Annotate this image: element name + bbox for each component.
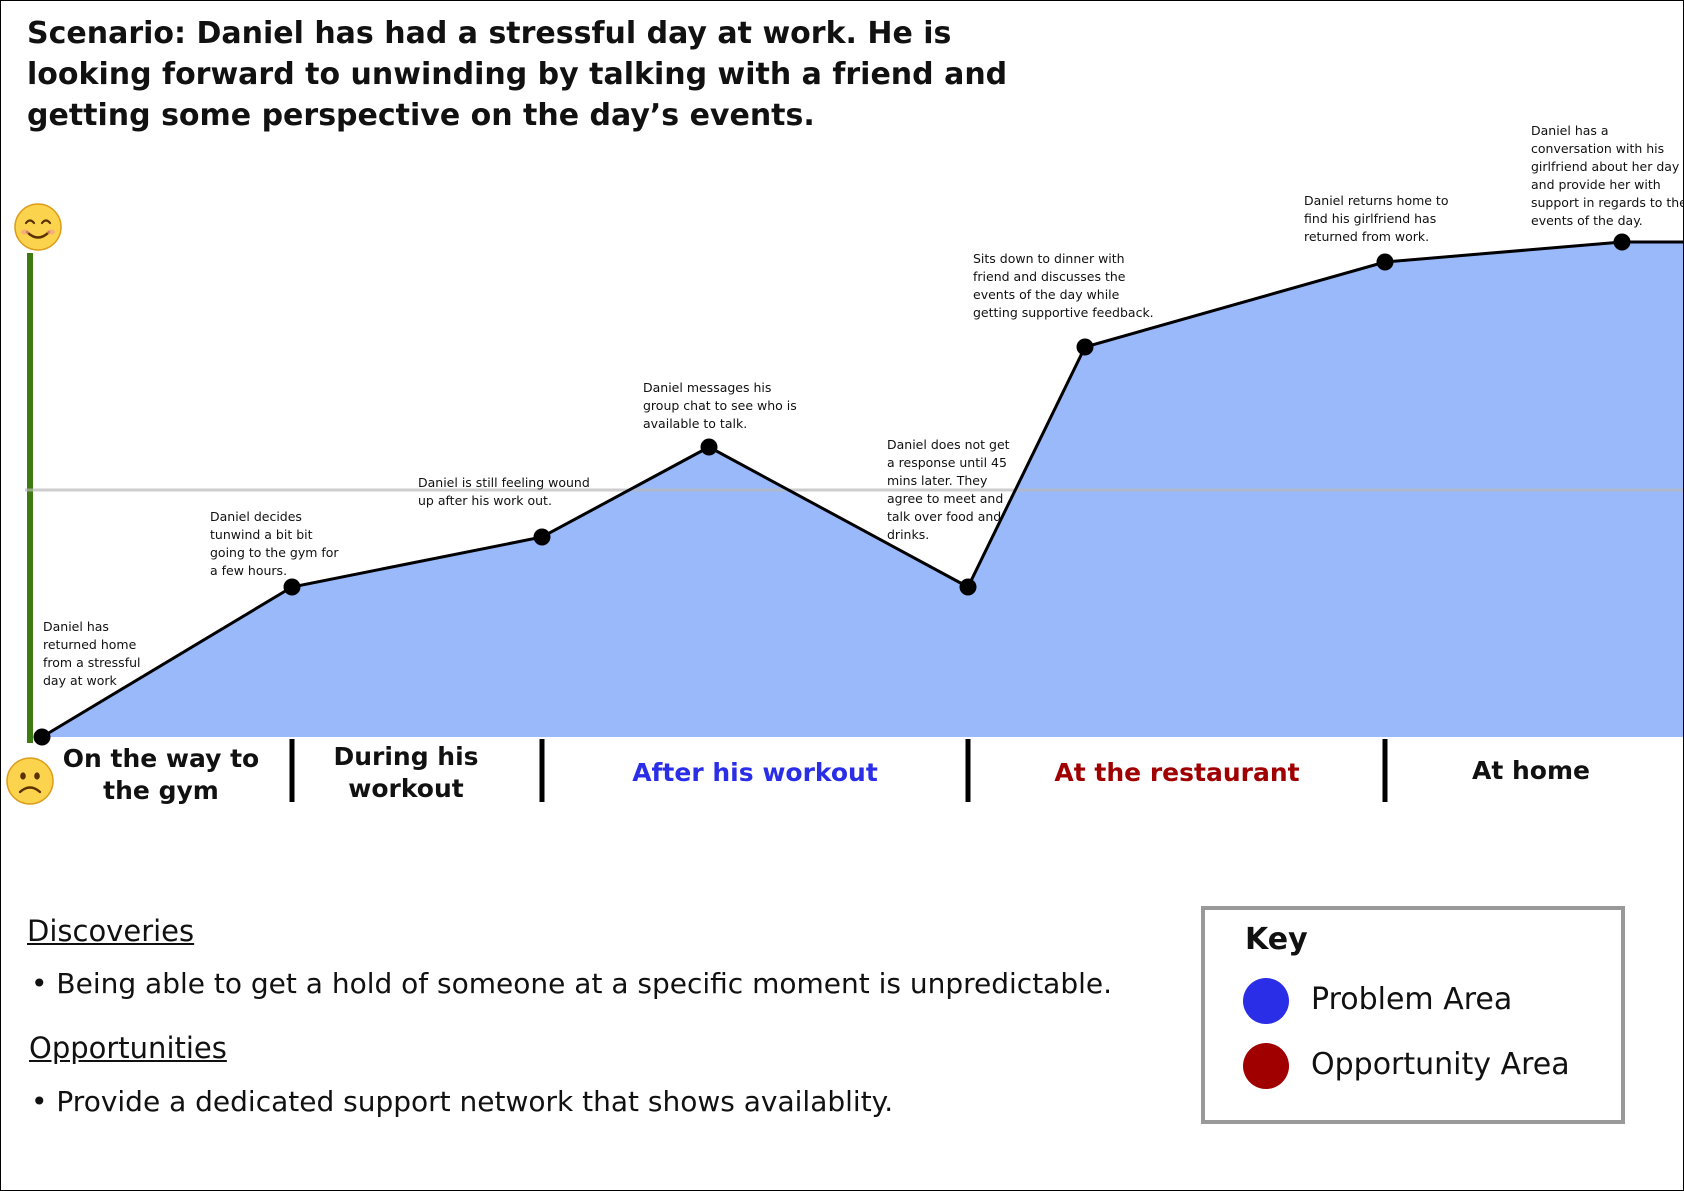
caption-line: Daniel has [43,619,109,634]
stage-label-line: On the way to [62,744,260,773]
caption-line: getting supportive feedback. [973,305,1154,320]
caption-line: going to the gym for [210,545,339,560]
journey-caption-5: Daniel does not get a response until 45 mi… [887,437,1010,542]
journey-captions: Daniel has returned home from a stressful d… [43,123,1684,688]
stage-dividers [289,739,1388,802]
journey-point-8 [1613,233,1631,251]
journey-point-2 [283,578,301,596]
caption-line: returned home [43,637,137,652]
journey-point-3 [533,528,551,546]
caption-line: returned from work. [1304,229,1429,244]
opportunity-item: • Provide a dedicated support network th… [31,1085,894,1118]
caption-line: tunwind a bit bit [210,527,313,542]
caption-line: up after his work out. [418,493,552,508]
stage-label-3: After his workout [543,757,967,789]
problem-area-label: Problem Area [1311,982,1513,1017]
journey-caption-3: Daniel is still feeling wound up after hi… [418,475,590,508]
caption-line: events of the day. [1531,213,1643,228]
caption-line: Daniel decides [210,509,302,524]
discoveries-title: Discoveries [27,914,195,948]
stage-label-line: the gym [103,776,219,805]
caption-line: and provide her with [1531,177,1661,192]
caption-line: find his girlfriend has [1304,211,1436,226]
scenario-text: Scenario: Daniel has had a stressful day… [27,16,1008,133]
journey-point-1 [33,728,51,746]
journey-caption-7: Daniel returns home to find his girlfrien… [1304,193,1448,244]
journey-caption-8: Daniel has a conversation with his girlfri… [1531,123,1684,228]
caption-line: group chat to see who is [643,398,797,413]
caption-line: conversation with his [1531,141,1664,156]
problem-area-swatch [1243,978,1289,1024]
key-legend: Key Problem Area Opportunity Area [1201,906,1625,1124]
journey-points [33,233,1631,746]
caption-line: a few hours. [210,563,287,578]
caption-line: day at work [43,673,118,688]
journey-point-4 [700,438,718,456]
opportunity-area-label: Opportunity Area [1311,1047,1570,1082]
caption-line: Daniel has a [1531,123,1609,138]
journey-caption-6: Sits down to dinner with friend and discu… [973,251,1154,320]
stage-label-line: At home [1472,756,1590,785]
caption-line: Daniel messages his [643,380,771,395]
journey-point-7 [1376,253,1394,271]
caption-line: Daniel does not get [887,437,1010,452]
smiling-face-icon [14,203,62,251]
stage-label-1: On the way to the gym [43,743,279,807]
caption-line: friend and discusses the [973,269,1126,284]
caption-line: support in regards to the [1531,195,1684,210]
frowning-face-icon [6,757,54,805]
journey-caption-2: Daniel decides tunwind a bit bit going to … [210,509,339,578]
mood-area [42,242,1683,737]
caption-line: agree to meet and [887,491,1003,506]
opportunity-area-swatch [1243,1043,1289,1089]
stage-label-line: workout [348,774,464,803]
journey-caption-4: Daniel messages his group chat to see who… [643,380,797,431]
caption-line: talk over food and [887,509,1001,524]
stage-label-4: At the restaurant [969,757,1385,789]
journey-point-6 [1076,338,1094,356]
stage-label-line: At the restaurant [1054,758,1300,787]
stage-label-line: During his [333,742,479,771]
stage-label-line: After his workout [632,758,878,787]
caption-line: Daniel is still feeling wound [418,475,590,490]
opportunities-title: Opportunities [29,1031,227,1065]
journey-point-5 [959,578,977,596]
caption-line: Sits down to dinner with [973,251,1125,266]
discovery-item: • Being able to get a hold of someone at… [31,967,1113,1000]
caption-line: from a stressful [43,655,141,670]
caption-line: a response until 45 [887,455,1007,470]
journey-caption-1: Daniel has returned home from a stressful d… [43,619,141,688]
caption-line: mins later. They [887,473,988,488]
caption-line: drinks. [887,527,929,542]
stage-label-5: At home [1386,755,1676,787]
caption-line: girlfriend about her day [1531,159,1680,174]
caption-line: Daniel returns home to [1304,193,1448,208]
caption-line: events of the day while [973,287,1120,302]
stage-label-2: During his workout [293,741,519,805]
key-title: Key [1245,922,1308,957]
caption-line: available to talk. [643,416,747,431]
